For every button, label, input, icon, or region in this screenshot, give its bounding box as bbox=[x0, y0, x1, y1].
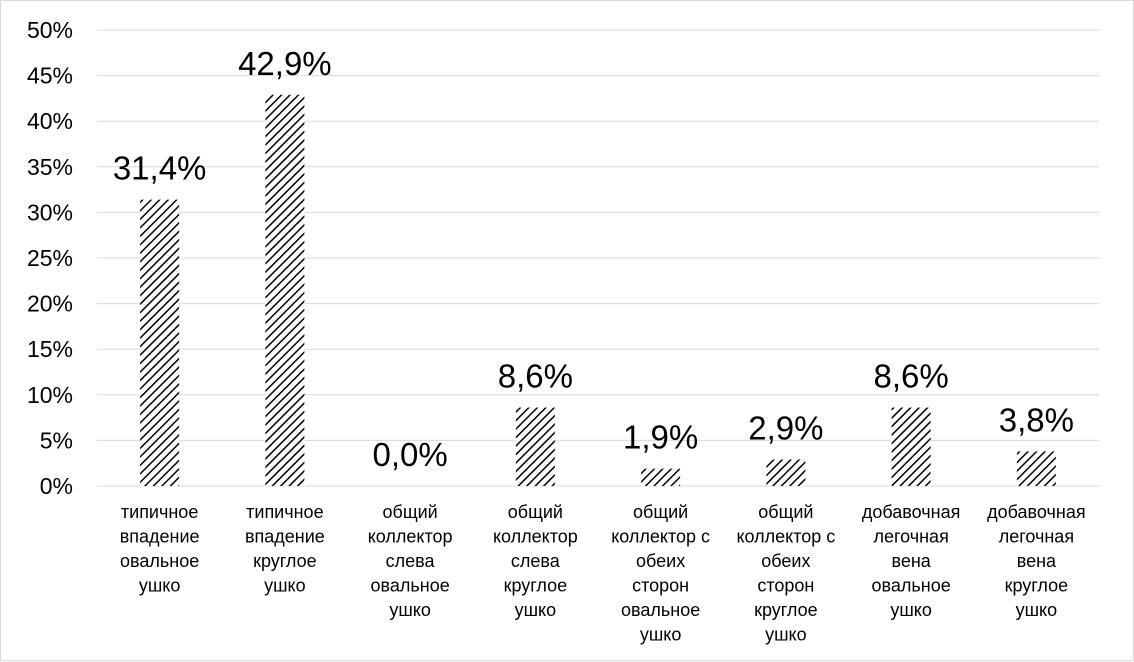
category-label: общий коллектор с обеих сторон овальное ушко bbox=[611, 502, 710, 645]
y-tick-label: 20% bbox=[27, 291, 73, 317]
category-label: типичное впадение круглое ушко bbox=[245, 502, 325, 596]
category-label-line: овальное bbox=[621, 600, 700, 620]
category-label-line: ушко bbox=[890, 600, 932, 620]
category-label-line: круглое bbox=[253, 551, 317, 571]
category-label-line: овальное bbox=[371, 576, 450, 596]
bar bbox=[140, 199, 180, 486]
y-tick-label: 50% bbox=[27, 17, 73, 43]
y-tick-label: 25% bbox=[27, 245, 73, 271]
category-label-line: сторон bbox=[757, 576, 814, 596]
category-label-line: обеих bbox=[636, 551, 685, 571]
category-label-line: ушко bbox=[264, 576, 306, 596]
category-label-line: добавочная bbox=[862, 502, 960, 522]
data-labels: 31,4% 42,9% 0,0% 8,6% 1,9% 2,9% 8,6% 3,8% bbox=[113, 45, 1074, 473]
category-label: добавочная легочная вена овальное ушко bbox=[862, 502, 960, 620]
bar bbox=[515, 407, 555, 486]
data-label: 3,8% bbox=[999, 401, 1074, 438]
y-tick-label: 45% bbox=[27, 63, 73, 89]
bar bbox=[641, 468, 681, 486]
data-label: 0,0% bbox=[373, 436, 448, 473]
category-label-line: круглое bbox=[504, 576, 568, 596]
y-tick-label: 5% bbox=[40, 427, 73, 453]
category-label-line: впадение bbox=[120, 527, 200, 547]
category-label: общий коллектор слева овальное ушко bbox=[368, 502, 453, 620]
bars bbox=[140, 94, 1056, 486]
category-label-line: типичное bbox=[121, 502, 198, 522]
category-label-line: типичное bbox=[246, 502, 323, 522]
category-label-line: овальное bbox=[120, 551, 199, 571]
category-label-line: легочная bbox=[873, 527, 948, 547]
category-labels: типичное впадение овальное ушко типичное впад… bbox=[120, 502, 1086, 645]
bar bbox=[265, 94, 305, 486]
category-label-line: овальное bbox=[872, 576, 951, 596]
category-label-line: круглое bbox=[754, 600, 818, 620]
category-label-line: общий bbox=[758, 502, 813, 522]
category-label-line: слева bbox=[511, 551, 561, 571]
y-tick-label: 0% bbox=[40, 473, 73, 499]
bar bbox=[1016, 451, 1056, 486]
category-label-line: коллектор bbox=[368, 527, 453, 547]
data-label: 42,9% bbox=[238, 45, 332, 82]
category-label-line: коллектор с bbox=[611, 527, 710, 547]
gridlines bbox=[97, 29, 1099, 487]
category-label-line: обеих bbox=[761, 551, 810, 571]
y-tick-label: 30% bbox=[27, 199, 73, 225]
category-label: типичное впадение овальное ушко bbox=[120, 502, 200, 596]
y-tick-label: 15% bbox=[27, 336, 73, 362]
bar bbox=[766, 459, 806, 486]
category-label-line: общий bbox=[508, 502, 563, 522]
category-label-line: впадение bbox=[245, 527, 325, 547]
category-label-line: коллектор bbox=[493, 527, 578, 547]
data-label: 31,4% bbox=[113, 150, 207, 187]
category-label-line: круглое bbox=[1005, 576, 1069, 596]
data-label: 8,6% bbox=[498, 358, 573, 395]
bar bbox=[891, 407, 931, 486]
category-label-line: общий bbox=[633, 502, 688, 522]
category-label-line: ушко bbox=[515, 600, 557, 620]
y-tick-label: 40% bbox=[27, 108, 73, 134]
category-label-line: вена bbox=[891, 551, 931, 571]
category-label: общий коллектор слева круглое ушко bbox=[493, 502, 578, 620]
y-axis-tick-labels: 0% 5% 10% 15% 20% 25% 30% 35% 40% 45% 50% bbox=[27, 17, 73, 499]
y-tick-label: 10% bbox=[27, 382, 73, 408]
category-label-line: слева bbox=[386, 551, 436, 571]
category-label-line: ушко bbox=[640, 625, 682, 645]
category-label-line: добавочная bbox=[987, 502, 1085, 522]
category-label-line: ушко bbox=[389, 600, 431, 620]
category-label-line: коллектор с bbox=[736, 527, 835, 547]
category-label-line: вена bbox=[1017, 551, 1057, 571]
data-label: 2,9% bbox=[748, 410, 823, 447]
category-label: общий коллектор с обеих сторон круглое ушко bbox=[736, 502, 835, 645]
category-label-line: ушко bbox=[139, 576, 181, 596]
category-label-line: сторон bbox=[632, 576, 689, 596]
category-label-line: общий bbox=[383, 502, 438, 522]
y-tick-label: 35% bbox=[27, 154, 73, 180]
data-label: 1,9% bbox=[623, 419, 698, 456]
category-label-line: легочная bbox=[999, 527, 1074, 547]
category-label-line: ушко bbox=[765, 625, 807, 645]
category-label-line: ушко bbox=[1016, 600, 1058, 620]
data-label: 8,6% bbox=[874, 358, 949, 395]
category-label: добавочная легочная вена круглое ушко bbox=[987, 502, 1085, 620]
